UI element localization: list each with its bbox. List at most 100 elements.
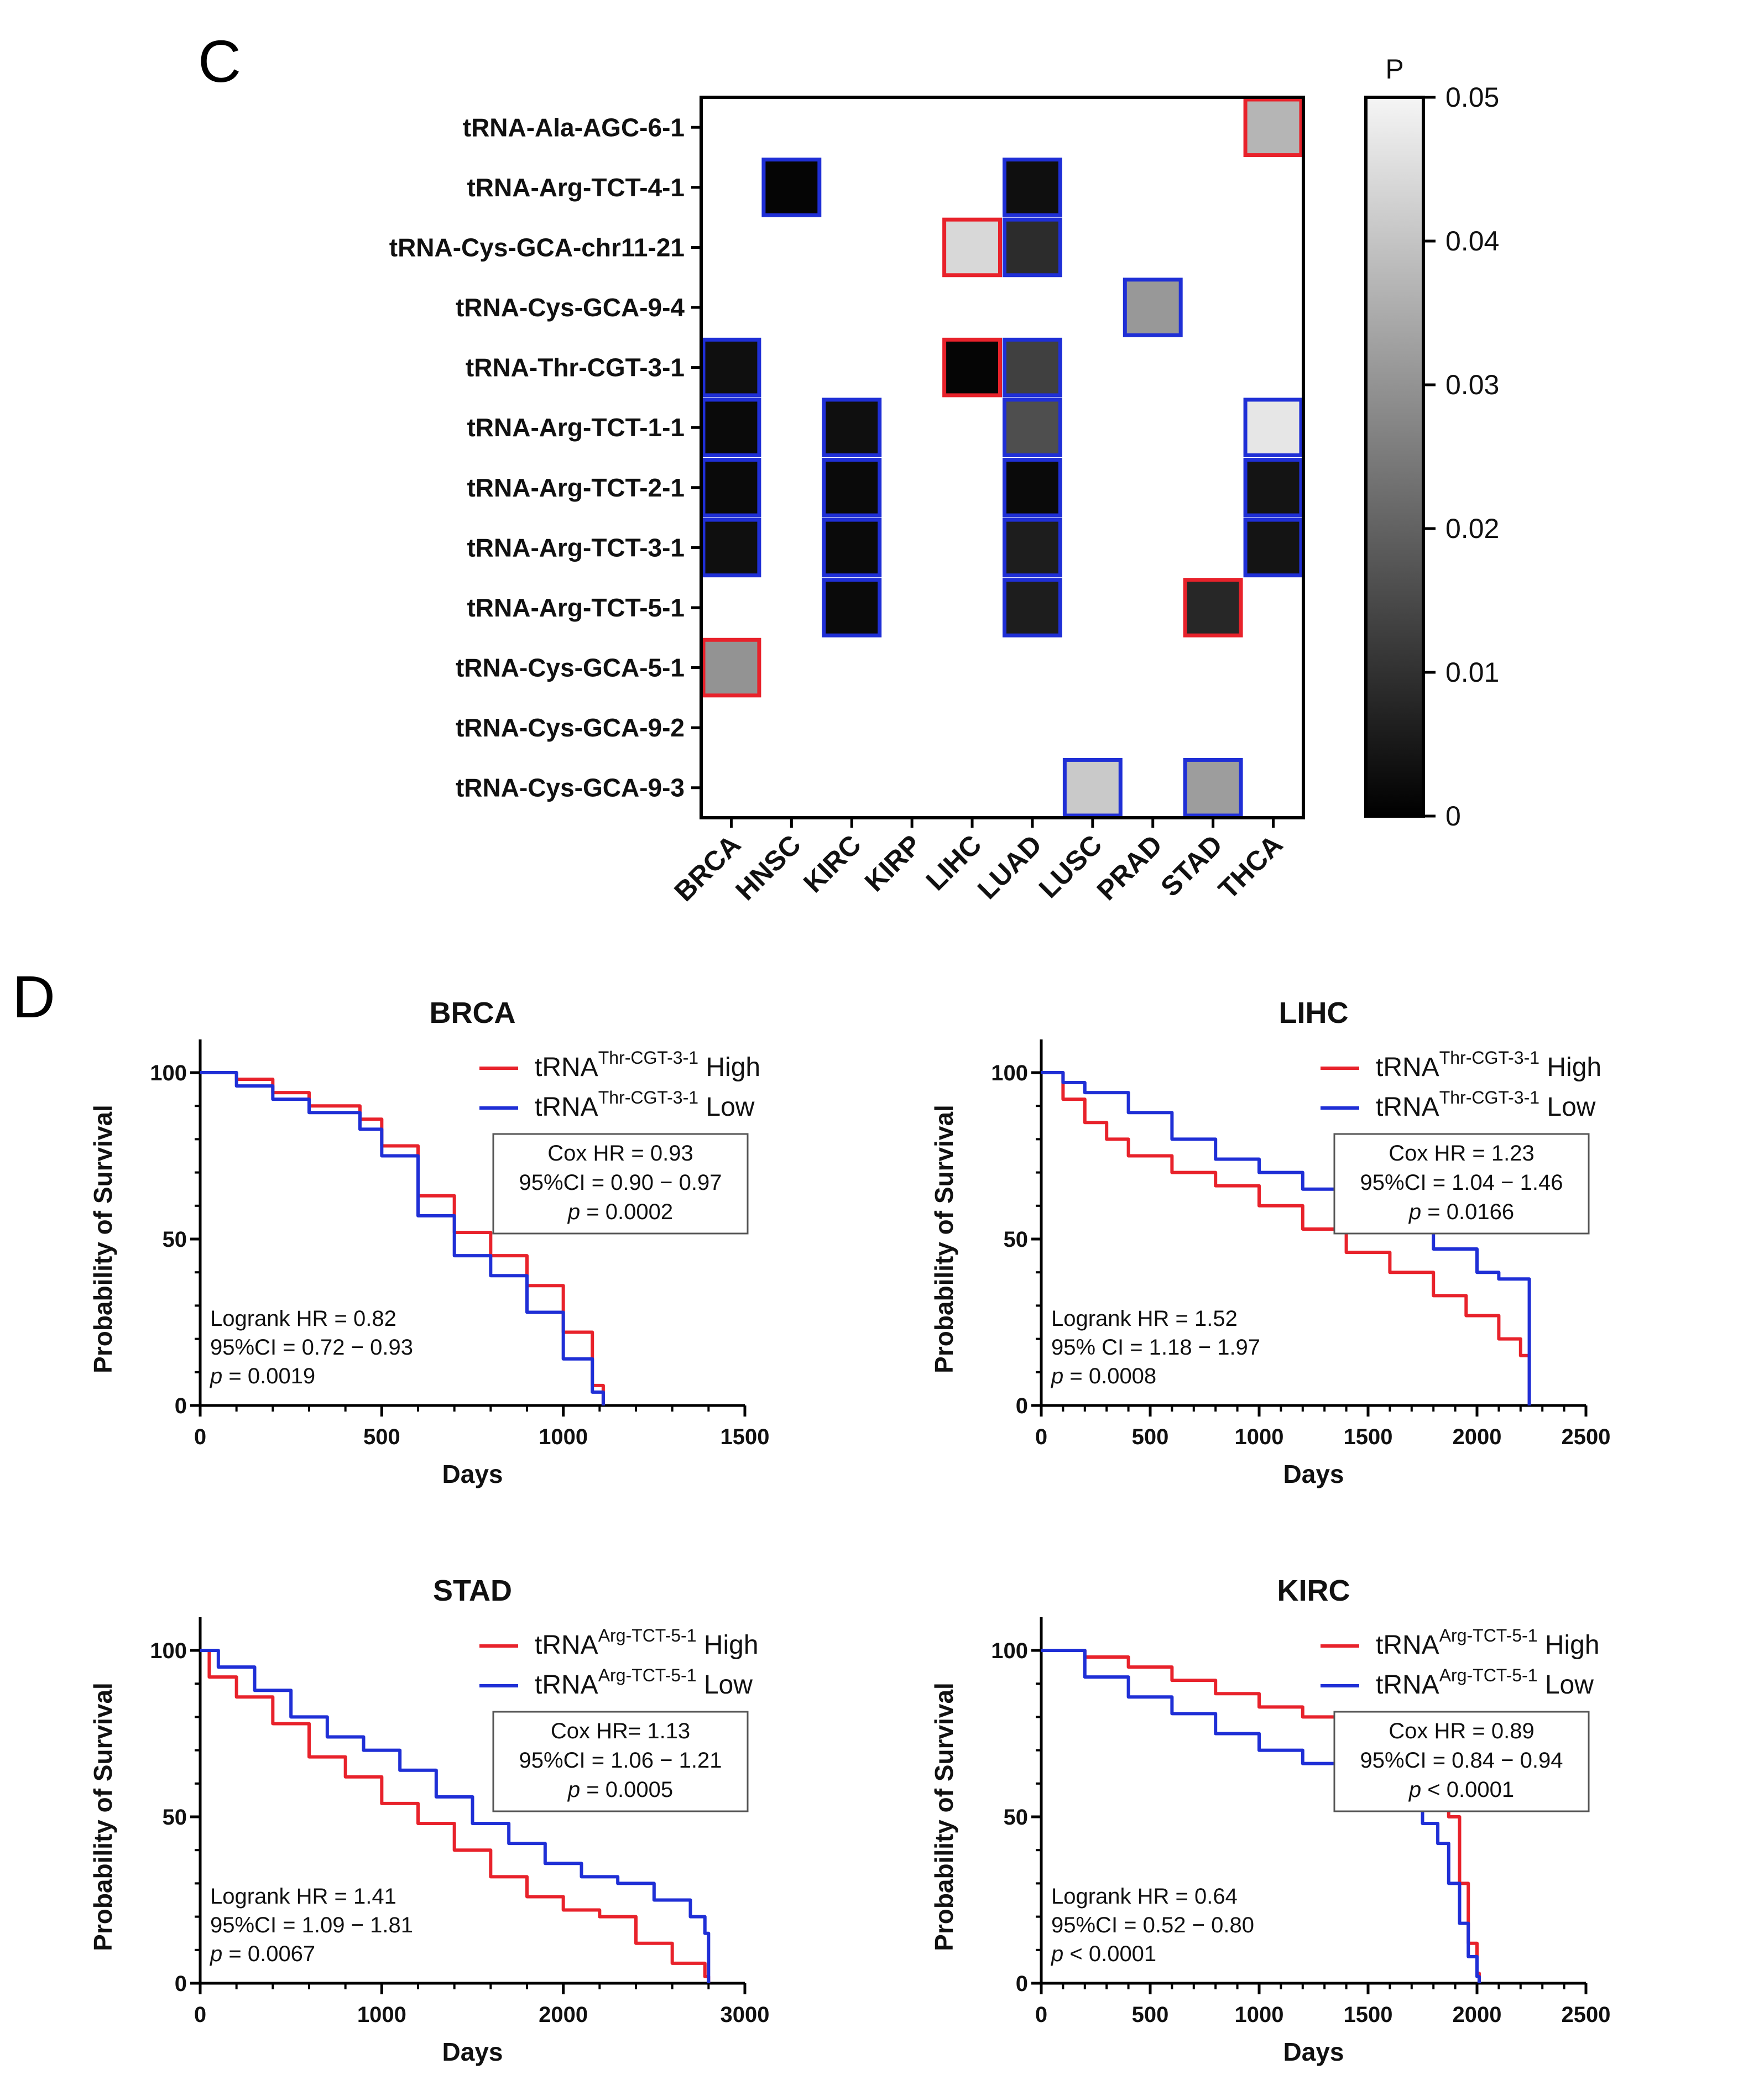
row-label-tRNA-Cys-GCA-9-2: tRNA-Cys-GCA-9-2	[456, 713, 685, 742]
km-title: STAD	[433, 1574, 512, 1607]
x-tick-label: 0	[194, 2003, 206, 2027]
row-label-tRNA-Arg-TCT-1-1: tRNA-Arg-TCT-1-1	[467, 413, 685, 442]
row-label-tRNA-Ala-AGC-6-1: tRNA-Ala-AGC-6-1	[463, 113, 685, 142]
cox-ci: 95%CI = 0.90 − 0.97	[519, 1170, 722, 1195]
y-tick-label: 0	[1016, 1972, 1028, 1996]
heatmap-cell-tRNA-Cys-GCA-9-3-STAD	[1183, 757, 1243, 818]
y-axis-label: Probability of Survival	[88, 1105, 117, 1373]
heatmap-cell-tRNA-Arg-TCT-5-1-STAD	[1183, 578, 1243, 637]
heatmap-cell-tRNA-Arg-TCT-3-1-KIRC	[822, 518, 882, 578]
x-axis-label: Days	[442, 1460, 503, 1488]
x-tick-label: 1500	[1344, 2003, 1393, 2027]
cox-ci: 95%CI = 1.04 − 1.46	[1360, 1170, 1563, 1195]
heatmap-cell-tRNA-Thr-CGT-3-1-BRCA	[701, 337, 761, 398]
y-tick-label: 100	[991, 1639, 1028, 1663]
survival-curve-low	[1041, 1071, 1531, 1405]
logrank-hr: Logrank HR = 0.82	[210, 1306, 396, 1331]
colorbar-tick-label: 0.01	[1445, 657, 1499, 688]
legend-label-low: tRNAThr-CGT-3-1 Low	[1376, 1088, 1596, 1122]
x-tick-label: 2500	[1562, 1425, 1611, 1449]
heatmap-cell-tRNA-Arg-TCT-2-1-KIRC	[822, 458, 882, 518]
cox-box	[1333, 1711, 1590, 1812]
cox-box	[1333, 1133, 1590, 1235]
x-tick-label: 1000	[539, 1425, 588, 1449]
panel-d-label: D	[12, 963, 55, 1030]
heatmap-cell-tRNA-Arg-TCT-2-1-LUAD	[1003, 458, 1062, 518]
x-tick-label: 0	[1035, 2003, 1047, 2027]
heatmap-cell-tRNA-Thr-CGT-3-1-LIHC	[942, 337, 1002, 398]
heatmap-cell-tRNA-Arg-TCT-2-1-THCA	[1243, 458, 1303, 518]
logrank-p: p = 0.0019	[210, 1364, 315, 1388]
row-label-tRNA-Cys-GCA-9-3: tRNA-Cys-GCA-9-3	[456, 774, 685, 802]
col-label-PRAD: PRAD	[1091, 829, 1168, 906]
row-label-tRNA-Cys-GCA-9-4: tRNA-Cys-GCA-9-4	[456, 293, 685, 322]
km-title: BRCA	[430, 996, 516, 1029]
x-axis-label: Days	[1283, 2037, 1344, 2066]
col-label-BRCA: BRCA	[668, 829, 747, 907]
km-title: KIRC	[1277, 1574, 1350, 1607]
km-title: LIHC	[1279, 996, 1349, 1029]
y-tick-label: 50	[1004, 1805, 1029, 1830]
cox-hr: Cox HR = 0.93	[547, 1141, 693, 1166]
y-axis-label: Probability of Survival	[930, 1105, 958, 1373]
cox-p: p = 0.0166	[1408, 1200, 1514, 1224]
legend-label-low: tRNAArg-TCT-5-1 Low	[535, 1665, 753, 1700]
p-value-colorbar: P 0 0.01 0.02 0.03 0.04 0.05	[1364, 54, 1499, 832]
cox-p: p < 0.0001	[1408, 1778, 1514, 1802]
heatmap-cell-tRNA-Arg-TCT-4-1-HNSC	[761, 158, 822, 217]
heatmap-cell-tRNA-Arg-TCT-5-1-KIRC	[822, 578, 882, 637]
x-tick-label: 1000	[1235, 2003, 1284, 2027]
row-label-tRNA-Arg-TCT-2-1: tRNA-Arg-TCT-2-1	[467, 473, 685, 502]
x-tick-label: 2500	[1562, 2003, 1611, 2027]
col-label-HNSC: HNSC	[729, 829, 807, 906]
colorbar-bar	[1364, 96, 1425, 818]
x-tick-label: 3000	[721, 2003, 770, 2027]
x-tick-label: 1500	[721, 1425, 770, 1449]
col-label-LUAD: LUAD	[972, 829, 1048, 905]
cox-hr: Cox HR = 1.23	[1389, 1141, 1534, 1166]
colorbar-tick-label: 0.03	[1445, 369, 1499, 400]
logrank-hr: Logrank HR = 0.64	[1051, 1884, 1238, 1909]
logrank-p: p = 0.0008	[1051, 1364, 1156, 1388]
heatmap-cell-tRNA-Cys-GCA-chr11-21-LUAD	[1003, 217, 1062, 278]
x-tick-label: 2000	[1453, 2003, 1502, 2027]
heatmap-cell-tRNA-Arg-TCT-1-1-BRCA	[701, 398, 761, 458]
logrank-ci: 95% CI = 1.18 − 1.97	[1051, 1335, 1260, 1360]
heatmap-cell-tRNA-Ala-AGC-6-1-THCA	[1243, 97, 1303, 158]
legend-label-high: tRNAArg-TCT-5-1 High	[535, 1626, 759, 1660]
heatmap-cell-tRNA-Arg-TCT-3-1-LUAD	[1003, 518, 1062, 578]
survival-curve-low	[200, 1649, 711, 1983]
survival-curve-high	[200, 1649, 711, 1983]
colorbar-title: P	[1385, 54, 1403, 85]
heatmap-cell-tRNA-Arg-TCT-3-1-THCA	[1243, 518, 1303, 578]
y-tick-label: 0	[1016, 1394, 1028, 1418]
y-axis-label: Probability of Survival	[88, 1682, 117, 1951]
y-tick-label: 100	[150, 1061, 187, 1085]
colorbar-tick-label: 0	[1445, 801, 1461, 832]
row-label-tRNA-Arg-TCT-3-1: tRNA-Arg-TCT-3-1	[467, 533, 685, 562]
x-tick-label: 2000	[1453, 1425, 1502, 1449]
row-label-tRNA-Cys-GCA-5-1: tRNA-Cys-GCA-5-1	[456, 654, 685, 682]
heatmap-cell-tRNA-Thr-CGT-3-1-LUAD	[1003, 337, 1062, 398]
logrank-ci: 95%CI = 1.09 − 1.81	[210, 1913, 413, 1937]
col-label-KIRC: KIRC	[797, 829, 867, 898]
logrank-hr: Logrank HR = 1.41	[210, 1884, 396, 1909]
legend-label-high: tRNAThr-CGT-3-1 High	[1376, 1048, 1601, 1082]
col-label-THCA: THCA	[1213, 829, 1289, 905]
heatmap-cell-tRNA-Arg-TCT-2-1-BRCA	[701, 458, 761, 518]
row-label-tRNA-Arg-TCT-4-1: tRNA-Arg-TCT-4-1	[467, 173, 685, 202]
cox-box	[492, 1711, 749, 1812]
x-tick-label: 1000	[1235, 1425, 1284, 1449]
legend-label-high: tRNAArg-TCT-5-1 High	[1376, 1626, 1600, 1660]
heatmap-chart: tRNA-Ala-AGC-6-1 tRNA-Arg-TCT-4-1 tRNA-Cys…	[389, 96, 1305, 907]
heatmap-cell-tRNA-Cys-GCA-9-4-PRAD	[1123, 278, 1183, 337]
y-tick-label: 50	[1004, 1227, 1029, 1252]
col-label-LUSC: LUSC	[1033, 829, 1108, 904]
heatmap-cell-tRNA-Arg-TCT-3-1-BRCA	[701, 518, 761, 578]
x-tick-label: 2000	[539, 2003, 588, 2027]
y-axis-label: Probability of Survival	[930, 1682, 958, 1951]
